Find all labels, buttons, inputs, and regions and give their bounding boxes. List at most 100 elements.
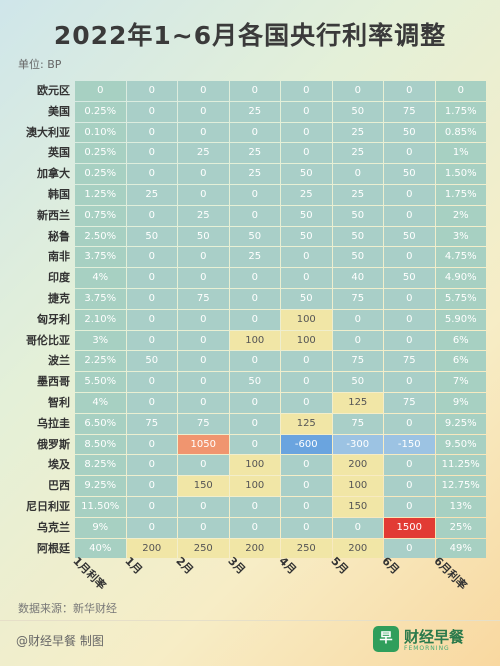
table-cell: 0 [281,351,332,372]
table-cell: 75 [178,413,229,434]
table-cell: 25 [332,143,383,164]
table-cell: 25 [229,101,280,122]
table-cell: 100 [281,330,332,351]
table-cell: 25 [126,184,177,205]
table-cell: 25 [229,164,280,184]
table-cell: 0 [281,143,332,164]
table-cell: 0 [332,164,383,184]
table-cell: 25 [178,143,229,164]
table-cell: 6% [435,351,486,372]
table-cell: 1.75% [435,101,486,122]
table-cell: 75 [332,413,383,434]
footer-divider [0,620,500,621]
table-cell: 0 [435,81,486,101]
table-cell: 50 [126,351,177,372]
table-cell: 0 [126,372,177,392]
table-cell: 49% [435,538,486,559]
table-cell: 0 [384,455,435,476]
table-cell: 3% [435,226,486,247]
table-cell: 25 [229,247,280,268]
table-cell: 100 [229,476,280,496]
table-cell: 8.50% [75,434,126,455]
table-cell: 50 [126,226,177,247]
table-cell: 0 [126,476,177,496]
table-cell: 0 [281,101,332,122]
row-label: 南非 [48,250,70,264]
table-cell: 0 [281,392,332,413]
table-cell: 12.75% [435,476,486,496]
table-cell: 50 [332,205,383,226]
table-cell: 0 [126,434,177,455]
table-cell: 150 [178,476,229,496]
table-cell: 50 [384,122,435,143]
logo-name: 财经早餐 [404,628,465,646]
table-cell: 0 [126,392,177,413]
row-label: 智利 [48,395,70,409]
table-cell: 50 [332,247,383,268]
table-cell: 0 [384,309,435,330]
row-label: 秘鲁 [48,229,70,243]
table-cell: 0 [178,517,229,538]
table-cell: 1.75% [435,184,486,205]
table-cell: 150 [332,496,383,517]
row-label: 尼日利亚 [26,499,70,513]
table-cell: 0 [332,81,383,101]
row-label: 墨西哥 [37,375,70,389]
table-cell: 0 [229,413,280,434]
table-cell: 1500 [384,517,435,538]
table-cell: 5.50% [75,372,126,392]
row-label: 韩国 [48,187,70,201]
table-cell: 100 [229,330,280,351]
table-cell: 0 [126,164,177,184]
table-cell: 4% [75,392,126,413]
logo-icon: 早 [373,626,399,652]
table-cell: 3.75% [75,288,126,309]
table-cell: 200 [332,455,383,476]
table-cell: 250 [281,538,332,559]
table-cell: 0 [281,247,332,268]
table-cell: 0 [281,517,332,538]
table-cell: 3.75% [75,247,126,268]
table-cell: 0 [178,392,229,413]
table-cell: 75 [178,288,229,309]
row-label: 澳大利亚 [26,125,70,139]
table-cell: 25 [281,184,332,205]
table-cell: 0 [332,517,383,538]
table-cell: 75 [384,101,435,122]
table-cell: 0 [126,496,177,517]
table-cell: 0 [178,81,229,101]
chart-title: 2022年1~6月各国央行利率调整 [53,21,447,50]
table-cell: 0 [332,330,383,351]
table-cell: 2% [435,205,486,226]
row-label: 乌拉圭 [37,416,70,430]
table-cell: 50 [332,101,383,122]
table-cell: 0 [229,392,280,413]
table-cell: 0 [178,309,229,330]
table-cell: 0 [281,81,332,101]
table-cell: 2.25% [75,351,126,372]
table-cell: 0 [229,268,280,288]
table-cell: 1050 [178,434,229,455]
table-cell: 4.75% [435,247,486,268]
table-cell: 0 [281,496,332,517]
table-cell: 7% [435,372,486,392]
table-cell: 1% [435,143,486,164]
table-cell: 125 [332,392,383,413]
table-cell: 0 [178,455,229,476]
table-cell: 50 [229,226,280,247]
table-cell: 0 [126,268,177,288]
table-cell: 5.90% [435,309,486,330]
row-label: 哥伦比亚 [26,333,70,347]
table-cell: 4% [75,268,126,288]
table-cell: 0.10% [75,122,126,143]
row-label: 埃及 [48,458,70,472]
table-cell: 0 [178,496,229,517]
table-cell: 0 [384,288,435,309]
row-label: 巴西 [48,479,70,493]
table-cell: 0 [384,413,435,434]
table-cell: 0 [384,330,435,351]
table-cell: 125 [281,413,332,434]
table-cell: 11.50% [75,496,126,517]
table-cell: 0 [281,372,332,392]
row-label: 俄罗斯 [37,437,70,451]
